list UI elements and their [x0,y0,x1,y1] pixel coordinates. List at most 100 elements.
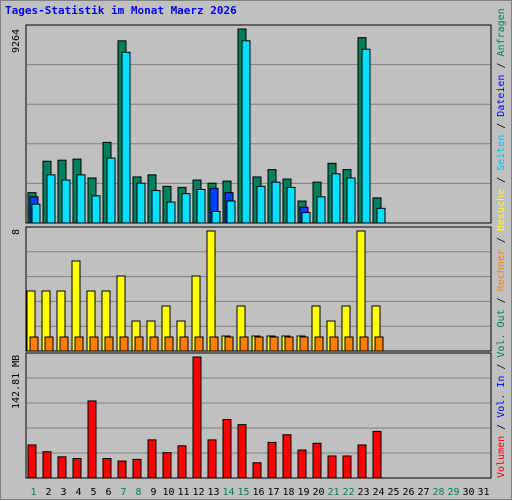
bar-rechner [284,336,294,352]
bar-rechner [74,336,84,352]
x-tick-label: 4 [75,487,81,498]
panel-requests [25,24,492,224]
bar-seiten [151,190,161,224]
bar-volumen [282,434,292,479]
legend-item: / [496,231,507,249]
bar-volumen [372,430,382,479]
bar-volumen [342,455,352,479]
legend-item: Anfragen [496,8,507,56]
bar-seiten [136,182,146,224]
bar-seiten [166,201,176,224]
x-tick-label: 3 [60,487,66,498]
bar-seiten [361,48,371,224]
panel-volume [25,352,492,479]
bar-volumen [252,462,262,479]
bar-rechner [29,336,39,352]
mid-max-label: 8 [11,229,22,235]
bar-besuche [356,230,366,352]
x-tick-label: 28 [432,487,444,498]
bar-seiten [346,177,356,224]
legend-item: / [496,56,507,74]
x-tick-label: 21 [327,487,339,498]
legend-item: Besuche [496,189,507,231]
bar-volumen [297,449,307,479]
bar-seiten [91,195,101,224]
x-tick-label: 16 [252,487,264,498]
bar-rechner [194,336,204,352]
bar-rechner [179,336,189,352]
x-tick-label: 12 [192,487,204,498]
legend-item: Vol. Out [496,309,507,357]
bar-volumen [192,356,202,479]
bar-volumen [87,400,97,479]
x-tick-label: 25 [387,487,399,498]
bar-seiten [256,185,266,224]
bar-rechner [149,336,159,352]
bar-rechner [254,336,264,352]
legend-item: / [496,117,507,135]
bar-seiten [181,193,191,224]
x-tick-label: 31 [477,487,489,498]
x-tick-label: 20 [312,487,324,498]
bar-seiten [196,188,206,224]
bar-volumen [117,460,127,479]
x-tick-label: 30 [462,487,474,498]
bot-max-label: 142.81 MB [11,355,22,409]
x-tick-label: 18 [282,487,294,498]
bar-rechner [209,336,219,352]
bar-rechner [119,336,129,352]
bar-rechner [374,336,384,352]
x-tick-label: 1 [30,487,36,498]
bar-volumen [357,444,367,479]
legend-item: Dateien [496,75,507,117]
legend-item: / [496,418,507,436]
bar-rechner [344,336,354,352]
bar-seiten [271,181,281,224]
bar-volumen [132,458,142,479]
bar-rechner [329,336,339,352]
bar-rechner [59,336,69,352]
bar-volumen [72,458,82,479]
x-tick-label: 15 [237,487,249,498]
x-axis-labels: 1 2 3 4 5 6 7 8 9 10 11 12 13 14 15 16 17 18 19 20 21 22 23 24 2… [30,487,489,498]
x-tick-label: 19 [297,487,309,498]
x-tick-label: 24 [372,487,384,498]
legend-item: Vol. In [496,376,507,418]
bar-volumen [42,451,52,479]
bar-besuche [206,230,216,352]
bar-seiten [106,157,116,224]
bar-volumen [27,444,37,479]
bar-rechner [359,336,369,352]
x-tick-label: 13 [207,487,219,498]
legend-item: Volumen [496,436,507,478]
x-tick-label: 23 [357,487,369,498]
x-tick-label: 9 [150,487,156,498]
x-tick-label: 10 [162,487,174,498]
bar-rechner [314,336,324,352]
bar-seiten [46,174,56,224]
bar-seiten [316,196,326,224]
x-tick-label: 2 [45,487,51,498]
x-tick-label: 8 [135,487,141,498]
bar-volumen [222,419,232,479]
legend-item: / [496,358,507,376]
x-tick-label: 6 [105,487,111,498]
bar-volumen [312,442,322,479]
x-tick-label: 26 [402,487,414,498]
bar-volumen [162,452,172,479]
bar-rechner [134,336,144,352]
x-tick-label: 7 [120,487,126,498]
legend-item: Rechner [496,249,507,291]
bar-seiten [241,40,251,224]
chart-title: Tages-Statistik im Monat Maerz 2026 [5,4,237,17]
x-tick-label: 27 [417,487,429,498]
bar-volumen [177,445,187,479]
bar-rechner [299,336,309,352]
bar-seiten [211,210,221,224]
bar-seiten [121,51,131,224]
x-tick-label: 17 [267,487,279,498]
x-tick-label: 5 [90,487,96,498]
legend-item: Seiten [496,135,507,171]
